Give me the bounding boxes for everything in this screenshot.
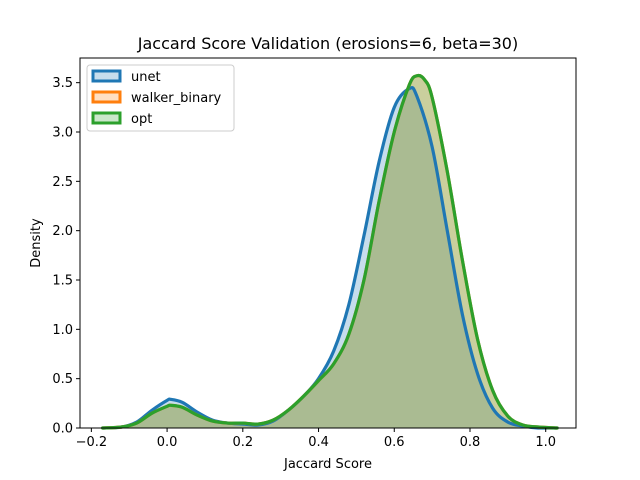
y-tick-label: 1.5 [52, 274, 73, 289]
y-tick-label: 1.0 [52, 323, 73, 338]
line-opt [101, 73, 559, 430]
area-opt [102, 75, 558, 428]
legend-swatch-opt [91, 111, 122, 125]
y-tick-label: 3.5 [52, 76, 73, 91]
y-tick-label: 2.0 [52, 224, 73, 239]
legend-swatch-walker_binary [91, 90, 122, 104]
x-tick-label: 0.4 [308, 435, 329, 450]
chart-title: Jaccard Score Validation (erosions=6, be… [137, 34, 518, 53]
y-axis-label: Density [29, 218, 44, 268]
y-tick-label: 0.5 [52, 372, 73, 387]
area-unet [102, 87, 558, 429]
x-tick-label: 0.6 [384, 435, 405, 450]
legend-box [86, 64, 235, 132]
legend-swatch-unet [91, 69, 122, 83]
legend-label-walker_binary: walker_binary [131, 91, 222, 106]
legend-label-opt: opt [131, 112, 152, 127]
x-axis-ticks: −0.2 0.0 0.2 0.4 0.6 0.8 1.0 [76, 428, 556, 450]
density-areas [102, 75, 558, 429]
y-tick-label: 0.0 [52, 422, 73, 437]
line-unet [101, 86, 559, 430]
legend-label-unet: unet [131, 70, 161, 85]
x-tick-label: 0.2 [232, 435, 253, 450]
y-tick-label: 2.5 [52, 175, 73, 190]
plot-frame [79, 57, 577, 429]
density-lines [101, 73, 559, 430]
area-walker_binary [102, 75, 558, 428]
x-tick-label: 1.0 [535, 435, 556, 450]
y-tick-label: 3.0 [52, 126, 73, 141]
x-tick-label: 0.8 [460, 435, 481, 450]
y-axis-ticks: 0.0 0.5 1.0 1.5 2.0 2.5 3.0 3.5 [52, 76, 80, 437]
x-axis-label: Jaccard Score [283, 457, 372, 472]
x-tick-label: 0.0 [157, 435, 178, 450]
x-tick-label: −0.2 [76, 435, 108, 450]
